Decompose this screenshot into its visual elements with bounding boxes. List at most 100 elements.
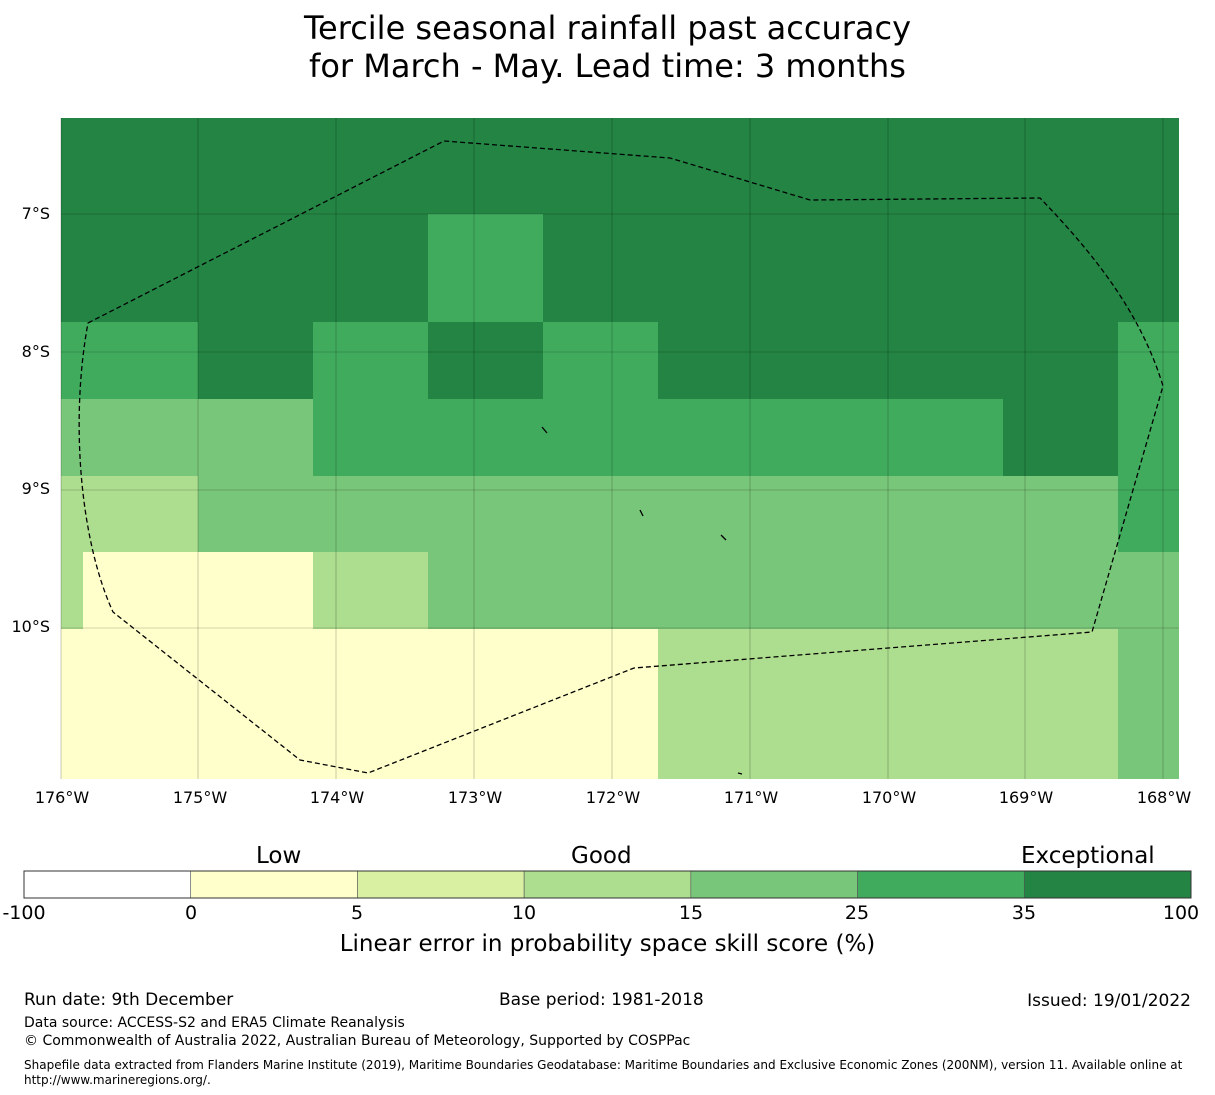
lon-label: 176°W <box>34 788 90 807</box>
grid-cell <box>888 322 1003 399</box>
grid-cell <box>61 118 198 214</box>
grid-cell <box>888 399 1003 476</box>
lon-label: 175°W <box>172 788 228 807</box>
grid-cell <box>773 322 888 399</box>
grid-cell <box>658 399 773 476</box>
grid-cell <box>198 399 313 476</box>
grid-cell <box>1003 476 1118 552</box>
grid-cell <box>1118 322 1179 399</box>
grid-cell <box>61 552 83 629</box>
grid-cell <box>1118 552 1179 629</box>
lat-label: 10°S <box>11 617 50 636</box>
colorbar-tick: 100 <box>1162 902 1200 924</box>
colorbar-title: Linear error in probability space skill … <box>339 931 876 957</box>
colorbar-label-exceptional: Exceptional <box>1021 843 1155 869</box>
grid-cell <box>61 399 198 476</box>
grid-cell <box>543 322 658 399</box>
grid-cell <box>1003 552 1118 629</box>
grid-cell <box>658 118 773 214</box>
grid-cell <box>773 629 888 706</box>
grid-cell <box>543 706 658 779</box>
lon-label: 171°W <box>723 788 779 807</box>
grid-cell <box>1118 118 1179 214</box>
graticule <box>60 118 1179 779</box>
shapefile-credit: Shapefile data extracted from Flanders M… <box>24 1058 1183 1087</box>
grid-cell <box>1003 706 1118 779</box>
grid-cell <box>198 629 313 706</box>
grid-cell <box>61 322 198 399</box>
grid-cell <box>1118 629 1179 706</box>
grid-cell <box>1118 476 1179 552</box>
grid-cell <box>61 214 198 322</box>
grid-cell <box>198 706 313 779</box>
grid-cell <box>1003 322 1118 399</box>
grid-cell <box>313 214 428 322</box>
grid-cell <box>773 476 888 552</box>
grid-cell <box>773 399 888 476</box>
grid-cell <box>1118 706 1179 779</box>
grid-cell <box>543 476 658 552</box>
lat-label: 8°S <box>21 342 50 361</box>
grid-cell <box>61 552 198 629</box>
grid-cell <box>313 322 428 399</box>
colorbar-frame <box>23 870 1192 899</box>
grid-cell <box>1003 118 1118 214</box>
colorbar-segment <box>690 870 858 899</box>
grid-cell <box>313 476 428 552</box>
grid-cell <box>543 118 658 214</box>
grid-cell <box>428 399 543 476</box>
lon-label: 170°W <box>861 788 917 807</box>
grid-cell <box>658 629 773 706</box>
colorbar-segment <box>523 870 692 899</box>
run-date: Run date: 9th December <box>24 990 234 1010</box>
grid-cell <box>1003 399 1118 476</box>
grid-cell <box>313 118 428 214</box>
lon-label: 168°W <box>1136 788 1192 807</box>
grid-cell <box>198 322 313 399</box>
colorbar-tick: 25 <box>844 902 870 924</box>
grid-cell <box>313 706 428 779</box>
eez-boundary <box>78 140 1164 774</box>
map-title-line-2: for March - May. Lead time: 3 months <box>309 47 906 85</box>
colorbar-tick: -100 <box>2 902 46 924</box>
colorbar-segment <box>23 870 192 899</box>
grid-cell <box>658 706 773 779</box>
lon-label: 169°W <box>998 788 1054 807</box>
grid-cell <box>658 214 773 322</box>
grid-cell <box>543 552 658 629</box>
grid-cell <box>61 706 198 779</box>
island-mark <box>720 534 727 541</box>
lon-label: 172°W <box>585 788 641 807</box>
grid-cell <box>1118 214 1179 322</box>
grid-cell <box>198 118 313 214</box>
grid-cell <box>888 552 1003 629</box>
colorbar-segment <box>357 870 525 899</box>
lon-label: 174°W <box>309 788 365 807</box>
grid-cell <box>658 476 773 552</box>
lat-label: 7°S <box>21 204 50 223</box>
grid-cell <box>1003 214 1118 322</box>
colorbar-label-low: Low <box>256 843 302 869</box>
colorbar-tick: 5 <box>350 902 364 924</box>
grid-cell <box>428 214 543 322</box>
grid-cell <box>888 214 1003 322</box>
grid-cell <box>773 214 888 322</box>
colorbar-label-good: Good <box>571 843 632 869</box>
grid-cell <box>313 399 428 476</box>
map-title-line-1: Tercile seasonal rainfall past accuracy <box>303 9 912 47</box>
grid-cell <box>61 476 198 552</box>
colorbar-segment <box>857 870 1025 899</box>
island-mark <box>737 772 743 775</box>
issued-date: Issued: 19/01/2022 <box>1027 991 1191 1011</box>
grid-cell <box>888 476 1003 552</box>
island-marks <box>541 426 743 775</box>
grid-cell <box>313 629 428 706</box>
grid-cell <box>543 399 658 476</box>
grid-cell <box>428 118 543 214</box>
grid-cell <box>888 706 1003 779</box>
grid-cell <box>198 552 313 629</box>
colorbar-segment <box>190 870 358 899</box>
grid-cell <box>773 706 888 779</box>
data-source: Data source: ACCESS-S2 and ERA5 Climate … <box>24 1015 405 1031</box>
